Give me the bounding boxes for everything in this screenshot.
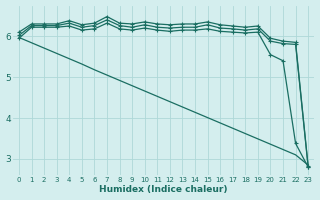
X-axis label: Humidex (Indice chaleur): Humidex (Indice chaleur) [99,185,228,194]
